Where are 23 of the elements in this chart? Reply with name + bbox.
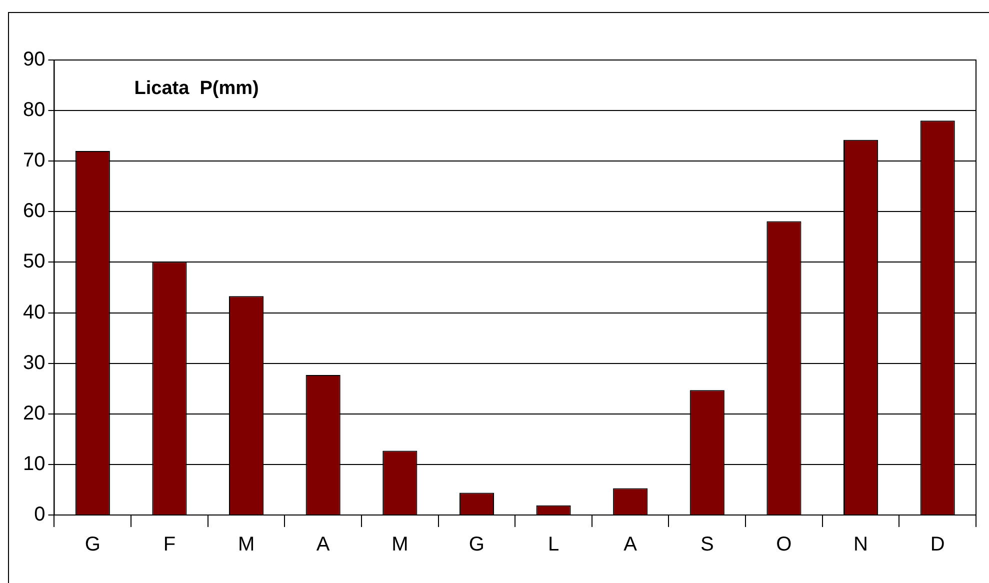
x-tick-label: M xyxy=(392,534,408,556)
x-tick-label: N xyxy=(854,534,868,556)
x-tick-label: A xyxy=(316,534,330,556)
x-tick-label: F xyxy=(163,534,176,556)
x-tick-label: A xyxy=(624,534,638,556)
y-tick-label: 90 xyxy=(22,48,46,71)
x-tick-label: O xyxy=(776,534,792,556)
y-tick-label: 50 xyxy=(22,250,46,273)
x-tick-label: G xyxy=(84,534,100,556)
x-tick-label: M xyxy=(238,534,255,556)
y-tick-label: 20 xyxy=(22,402,46,424)
x-tick-label: S xyxy=(700,534,714,556)
y-tick-label: 40 xyxy=(22,301,46,324)
y-tick-label: 0 xyxy=(34,504,46,526)
x-tick-label: L xyxy=(548,534,560,556)
x-tick-label: D xyxy=(930,534,945,556)
y-tick-label: 10 xyxy=(22,452,46,475)
y-tick-label: 60 xyxy=(22,200,46,222)
x-tick-label: G xyxy=(468,534,484,556)
y-tick-label: 80 xyxy=(22,99,46,122)
text: Licata P(mm) xyxy=(134,78,259,100)
y-tick-label: 70 xyxy=(22,150,46,172)
y-tick-label: 30 xyxy=(22,352,46,374)
